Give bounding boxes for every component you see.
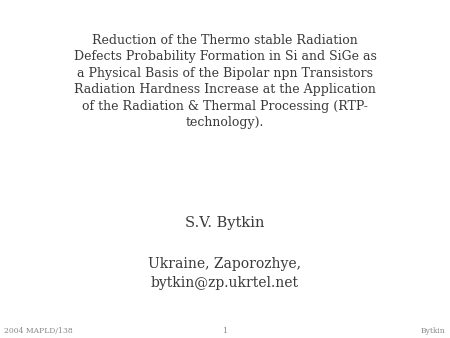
Text: S.V. Bytkin: S.V. Bytkin bbox=[185, 216, 265, 230]
Text: 1: 1 bbox=[223, 327, 227, 335]
Text: Reduction of the Thermo stable Radiation
Defects Probability Formation in Si and: Reduction of the Thermo stable Radiation… bbox=[73, 34, 377, 129]
Text: Ukraine, Zaporozhye,
bytkin@zp.ukrtel.net: Ukraine, Zaporozhye, bytkin@zp.ukrtel.ne… bbox=[148, 257, 302, 290]
Text: Bytkin: Bytkin bbox=[421, 327, 446, 335]
Text: 2004 MAPLD/138: 2004 MAPLD/138 bbox=[4, 327, 73, 335]
